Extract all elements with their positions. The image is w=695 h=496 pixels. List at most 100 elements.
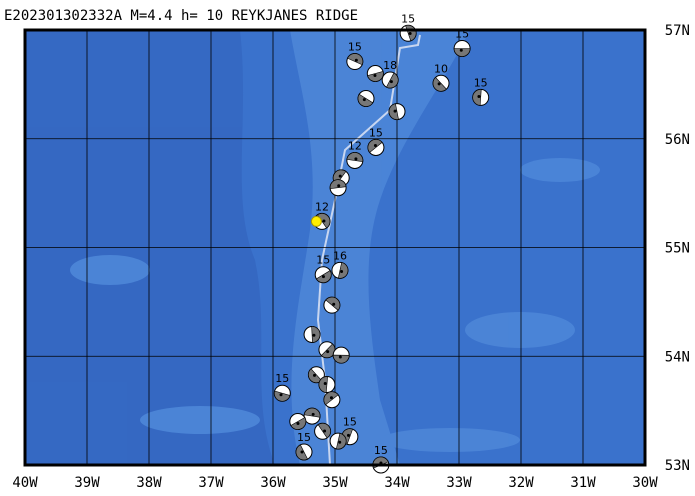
beachball-dot <box>408 31 412 35</box>
depth-label: 16 <box>333 249 347 262</box>
depth-label: 12 <box>315 200 329 213</box>
beachball-dot <box>337 184 341 188</box>
frame <box>23 28 647 467</box>
depth-label: 12 <box>348 140 362 153</box>
depth-label: 15 <box>316 254 330 267</box>
lon-label: 34W <box>384 475 410 491</box>
beachball-compression <box>311 326 321 343</box>
beachball <box>289 413 307 430</box>
beachball-dot <box>323 382 327 386</box>
depth-label: 15 <box>275 372 289 385</box>
epicenter <box>310 215 322 227</box>
depth-label: 10 <box>434 62 448 75</box>
beachball <box>357 90 375 108</box>
beachball-dot <box>332 302 336 306</box>
beachball <box>453 39 471 57</box>
beachball-dot <box>322 219 326 223</box>
beachball <box>323 296 341 314</box>
beachball <box>318 376 336 394</box>
title: E202301302332A M=4.4 h= 10 REYKJANES RID… <box>4 8 358 24</box>
lat-label: 56N <box>665 132 690 148</box>
beachball <box>346 53 364 71</box>
beachball-compression <box>346 152 364 162</box>
beachball <box>303 326 321 343</box>
beachball <box>367 138 385 156</box>
beachball-dot <box>354 58 358 62</box>
beachball <box>472 88 490 106</box>
beachball-compression <box>347 53 364 66</box>
beachball-dot <box>477 94 481 98</box>
lon-label: 37W <box>198 475 224 491</box>
beachball-dot <box>338 174 342 178</box>
beachball-dot <box>312 333 316 337</box>
beachball-compression <box>453 48 471 57</box>
beachball <box>303 407 321 425</box>
depth-label: 15 <box>369 126 383 139</box>
lon-label: 30W <box>632 475 658 491</box>
beachball-dot <box>340 270 344 274</box>
beachball-dot <box>459 48 463 52</box>
beachball <box>329 432 347 450</box>
beachball-dot <box>362 98 366 102</box>
beachball <box>314 266 332 284</box>
beachball <box>295 443 313 461</box>
beachball <box>331 261 349 279</box>
beachball-dot <box>296 421 300 425</box>
beachball <box>323 391 341 409</box>
depth-label: 15 <box>474 76 488 89</box>
depth-label: 15 <box>343 416 357 429</box>
beachball <box>432 74 450 92</box>
beachball-dot <box>321 275 325 279</box>
lat-label: 53N <box>665 458 690 474</box>
lon-label: 33W <box>446 475 472 491</box>
beachball-compression <box>335 432 347 450</box>
lat-label: 57N <box>665 23 690 39</box>
beachball <box>318 341 336 359</box>
beachball-dot <box>338 440 342 444</box>
lon-label: 36W <box>260 475 286 491</box>
beachball-dot <box>373 144 377 148</box>
beachball-compression <box>303 407 321 418</box>
beachball <box>366 65 384 82</box>
beachball-dot <box>311 412 315 416</box>
lat-label: 54N <box>665 349 690 365</box>
lon-label: 31W <box>570 475 596 491</box>
beachball-dot <box>326 350 330 354</box>
beachball <box>346 152 364 169</box>
depth-label: 18 <box>383 59 397 72</box>
beachball-dot <box>354 157 358 161</box>
lon-label: 40W <box>12 475 38 491</box>
beachball-compression <box>318 376 328 393</box>
beachball-dot <box>312 373 316 377</box>
beachball-dot <box>279 393 283 397</box>
beachball-compression <box>274 390 291 402</box>
beachball-dot <box>373 73 377 77</box>
beachball-dot <box>346 433 350 437</box>
depth-label: 15 <box>348 41 362 54</box>
beachball <box>273 384 291 402</box>
beachball <box>399 24 417 42</box>
beachball-compression <box>337 262 349 279</box>
depth-label: 15 <box>401 12 415 25</box>
lon-label: 39W <box>74 475 100 491</box>
beachball-dot <box>389 80 393 84</box>
lon-label: 32W <box>508 475 534 491</box>
beachball <box>307 366 325 384</box>
beachball-compression <box>472 89 482 106</box>
beachball-compression <box>329 179 347 189</box>
lon-label: 38W <box>136 475 162 491</box>
beachball <box>388 103 406 121</box>
beachball <box>329 179 347 197</box>
lat-label: 55N <box>665 241 690 257</box>
beachball <box>332 346 350 364</box>
beachball-compression <box>332 354 350 364</box>
beachball <box>381 71 399 89</box>
depth-label: 15 <box>374 444 388 457</box>
beachball <box>314 422 332 440</box>
depth-label: 15 <box>297 431 311 444</box>
beachball-dot <box>329 396 333 400</box>
lon-label: 35W <box>322 475 348 491</box>
beachball-dot <box>393 109 397 113</box>
